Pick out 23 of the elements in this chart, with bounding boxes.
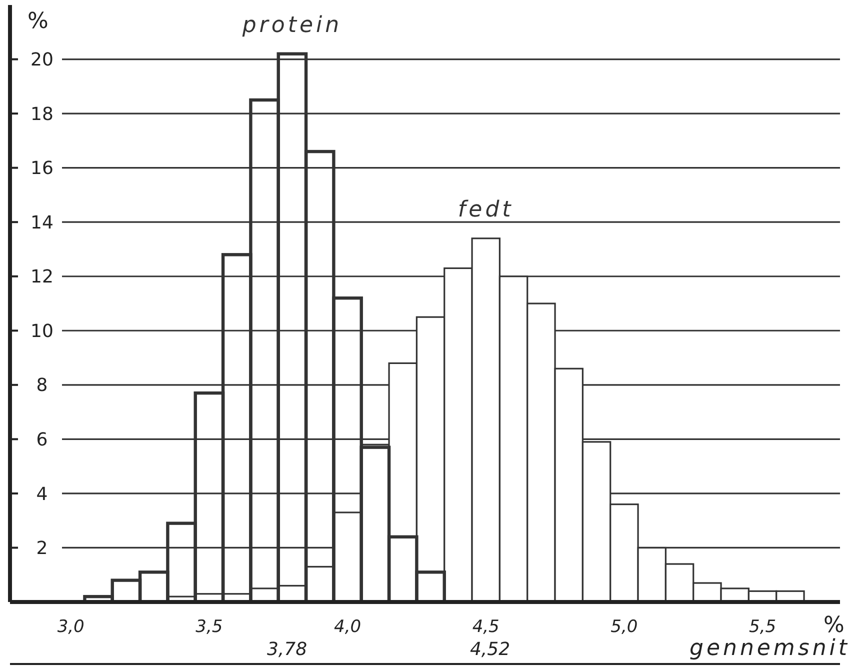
y-tick-label: 14 [30, 212, 54, 234]
x-tick-label: 3,5 [196, 617, 223, 637]
series-label: fedt [458, 197, 514, 222]
x-tick-label: 3,0 [57, 617, 84, 637]
y-tick-label: 8 [36, 375, 48, 396]
y-tick-label: 16 [30, 158, 54, 180]
y-tick-label: 20 [30, 50, 54, 71]
x-tick-label: 5,5 [749, 617, 776, 637]
y-tick-label: 2 [36, 538, 48, 560]
y-tick-label: 18 [30, 104, 54, 125]
text: gennemsnit [690, 636, 850, 661]
text: 4,52 [470, 639, 510, 660]
y-tick-label: 6 [36, 429, 48, 450]
y-tick-label: 12 [30, 266, 54, 288]
y-tick-label: 4 [36, 484, 48, 505]
x-axis-title: % [824, 613, 844, 638]
x-tick-label: 4,0 [334, 617, 362, 637]
y-tick-label: 10 [30, 320, 54, 342]
x-tick-label: 4,5 [472, 617, 500, 637]
series-label: protein [241, 12, 342, 38]
x-tick-label: 5,0 [610, 617, 638, 637]
text: 3,78 [266, 639, 308, 660]
y-axis-title: % [28, 9, 48, 34]
